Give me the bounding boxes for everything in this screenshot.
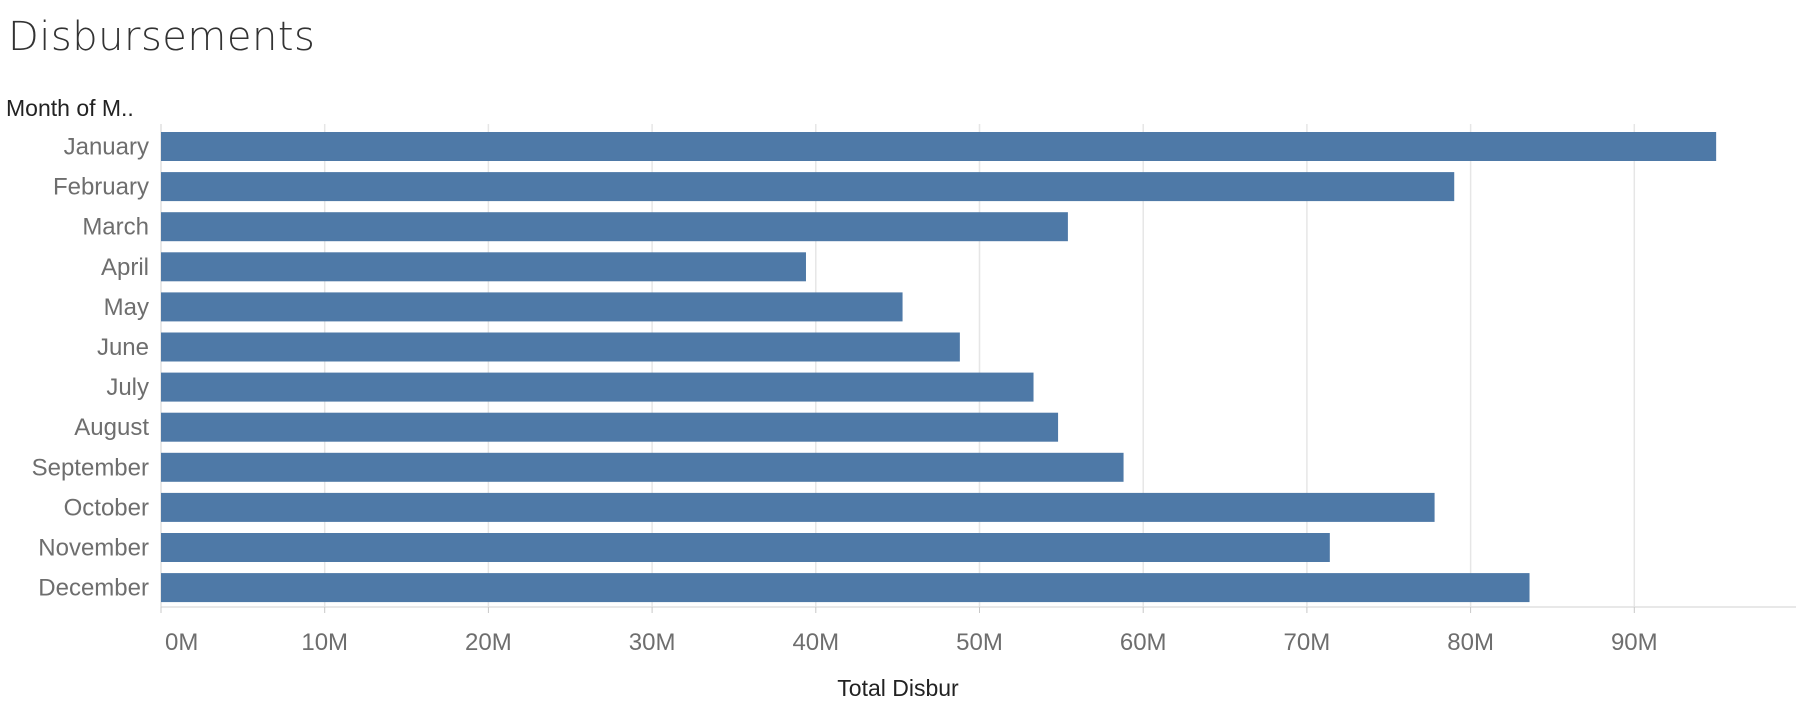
grid-lines [160, 124, 1796, 608]
bar-november[interactable] [161, 533, 1330, 562]
category-label: February [53, 174, 149, 201]
bar-august[interactable] [161, 412, 1059, 442]
category-label: January [64, 134, 149, 161]
category-label: August [74, 414, 149, 441]
x-tick-label: 80M [1447, 629, 1494, 656]
category-label: October [64, 494, 149, 521]
x-tick-label: 20M [465, 629, 512, 656]
bars [161, 132, 1717, 603]
bar-may[interactable] [161, 292, 903, 322]
x-tick-label: 90M [1611, 629, 1658, 656]
bar-march[interactable] [161, 212, 1068, 242]
bar-june[interactable] [161, 332, 960, 362]
x-tick-label: 60M [1120, 629, 1167, 656]
bar-april[interactable] [161, 252, 806, 282]
chart-title: Disbursements [8, 14, 316, 60]
category-label: September [32, 454, 149, 481]
bar-july[interactable] [161, 372, 1034, 402]
x-axis-ticks: 0M 10M 20M 30M 40M 50M 60M 70M 80M 90M [160, 607, 1658, 656]
bar-february[interactable] [161, 172, 1455, 202]
x-axis-title: Total Disbur [0, 675, 1796, 702]
bar-september[interactable] [161, 452, 1124, 482]
category-label: June [97, 334, 149, 361]
category-label: July [106, 374, 149, 401]
x-tick-label: 40M [792, 629, 839, 656]
category-label: December [38, 575, 149, 602]
x-tick-label: 0M [165, 629, 198, 656]
x-tick-label: 10M [301, 629, 348, 656]
category-label: May [104, 294, 149, 321]
category-labels: January February March April May June July Augu… [32, 134, 150, 602]
x-tick-label: 50M [956, 629, 1003, 656]
x-axis-title-text: Total Disbur [837, 675, 959, 701]
bar-january[interactable] [161, 132, 1717, 161]
bar-october[interactable] [161, 492, 1435, 522]
bar-december[interactable] [161, 573, 1530, 603]
x-tick-label: 70M [1284, 629, 1331, 656]
category-label: November [38, 535, 149, 562]
x-tick-label: 30M [629, 629, 676, 656]
row-axis-header: Month of M.. [6, 95, 134, 121]
category-label: March [82, 214, 149, 241]
category-label: April [101, 254, 149, 281]
